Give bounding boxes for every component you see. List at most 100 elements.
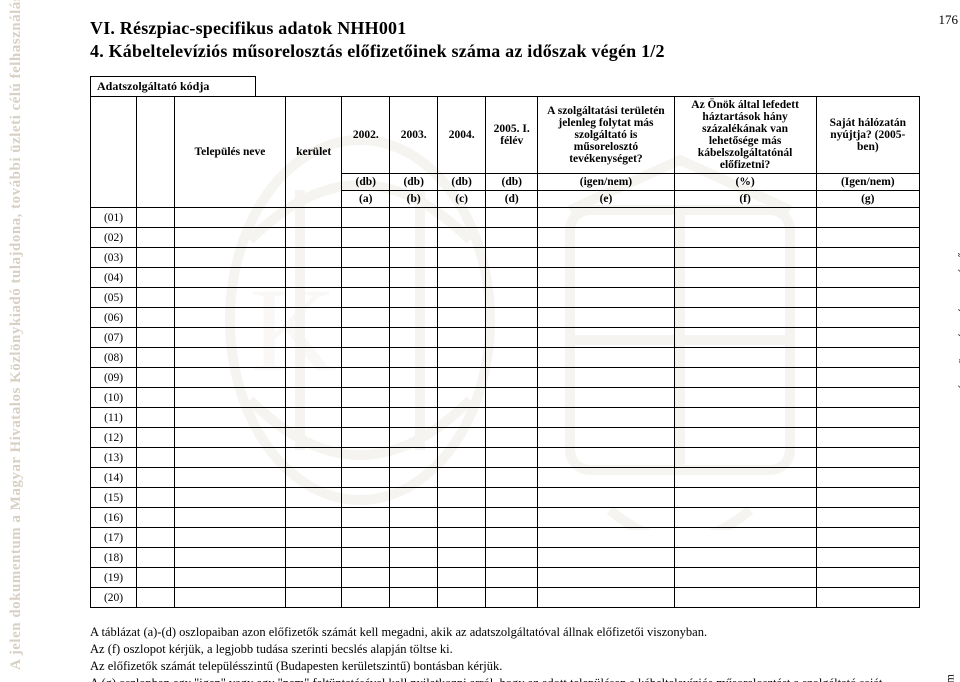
data-cell xyxy=(538,468,674,488)
data-cell xyxy=(174,428,285,448)
data-cell xyxy=(438,388,486,408)
data-cell xyxy=(438,548,486,568)
page-number: 176 xyxy=(939,12,959,28)
data-cell xyxy=(816,348,919,368)
data-cell xyxy=(438,228,486,248)
row-number-cell: (14) xyxy=(91,468,137,488)
data-cell xyxy=(342,328,390,348)
data-cell xyxy=(674,448,816,468)
data-cell xyxy=(286,528,342,548)
data-cell xyxy=(174,488,285,508)
data-cell xyxy=(286,268,342,288)
data-cell xyxy=(816,468,919,488)
data-cell xyxy=(538,288,674,308)
data-cell xyxy=(438,268,486,288)
note-1: A táblázat (a)-(d) oszlopaiban azon előf… xyxy=(90,624,920,641)
data-cell xyxy=(286,408,342,428)
table-row: (01) xyxy=(91,208,920,228)
let-d: (d) xyxy=(486,191,538,208)
data-cell xyxy=(486,408,538,428)
data-cell xyxy=(674,228,816,248)
data-cell xyxy=(286,208,342,228)
table-row: (18) xyxy=(91,548,920,568)
data-cell xyxy=(342,548,390,568)
data-cell xyxy=(174,568,285,588)
row-number-cell: (11) xyxy=(91,408,137,428)
data-cell xyxy=(538,208,674,228)
data-cell xyxy=(390,468,438,488)
let-f: (f) xyxy=(674,191,816,208)
data-cell xyxy=(538,408,674,428)
data-cell xyxy=(674,488,816,508)
data-cell xyxy=(816,208,919,228)
data-cell xyxy=(816,588,919,608)
th-col-g: Saját hálózatán nyújtja? (2005-ben) xyxy=(816,97,919,174)
data-cell xyxy=(137,448,175,468)
data-cell xyxy=(674,248,816,268)
row-number-cell: (19) xyxy=(91,568,137,588)
th-2003: 2003. xyxy=(390,97,438,174)
data-cell xyxy=(486,328,538,348)
data-cell xyxy=(137,248,175,268)
data-cell xyxy=(390,228,438,248)
data-cell xyxy=(137,268,175,288)
data-cell xyxy=(390,528,438,548)
data-cell xyxy=(674,528,816,548)
data-cell xyxy=(286,448,342,468)
data-cell xyxy=(538,308,674,328)
data-cell xyxy=(137,368,175,388)
row-number-cell: (13) xyxy=(91,448,137,468)
table-row: (09) xyxy=(91,368,920,388)
data-cell xyxy=(174,228,285,248)
data-cell xyxy=(538,228,674,248)
data-cell xyxy=(486,348,538,368)
data-cell xyxy=(174,348,285,368)
data-cell xyxy=(342,568,390,588)
data-cell xyxy=(342,388,390,408)
table-row: (14) xyxy=(91,468,920,488)
data-cell xyxy=(674,468,816,488)
data-cell xyxy=(538,368,674,388)
side-issue-right: 5. szám xyxy=(943,674,958,682)
th-col-f: Az Önök által lefedett háztartások hány … xyxy=(674,97,816,174)
data-cell xyxy=(674,568,816,588)
data-cell xyxy=(538,388,674,408)
data-cell xyxy=(342,468,390,488)
unit-2002: (db) xyxy=(342,174,390,191)
heading-2: 4. Kábeltelevíziós műsorelosztás előfize… xyxy=(90,41,920,62)
data-cell xyxy=(342,508,390,528)
data-cell xyxy=(137,428,175,448)
data-cell xyxy=(174,328,285,348)
watermark-text: A jelen dokumentum a Magyar Hivatalos Kö… xyxy=(8,0,25,670)
data-cell xyxy=(816,288,919,308)
data-cell xyxy=(390,388,438,408)
data-cell xyxy=(137,348,175,368)
table-row: (15) xyxy=(91,488,920,508)
data-cell xyxy=(486,588,538,608)
data-cell xyxy=(538,588,674,608)
row-number-cell: (07) xyxy=(91,328,137,348)
data-cell xyxy=(438,488,486,508)
data-cell xyxy=(174,268,285,288)
data-cell xyxy=(390,548,438,568)
data-cell xyxy=(342,308,390,328)
table-row: (11) xyxy=(91,408,920,428)
data-cell xyxy=(816,548,919,568)
data-cell xyxy=(674,308,816,328)
let-a: (a) xyxy=(342,191,390,208)
data-cell xyxy=(286,248,342,268)
data-cell xyxy=(486,568,538,588)
row-number-cell: (02) xyxy=(91,228,137,248)
unit-e: (igen/nem) xyxy=(538,174,674,191)
data-cell xyxy=(486,288,538,308)
data-cell xyxy=(137,528,175,548)
data-cell xyxy=(286,308,342,328)
data-cell xyxy=(486,228,538,248)
data-cell xyxy=(674,268,816,288)
th-2002: 2002. xyxy=(342,97,390,174)
data-cell xyxy=(674,368,816,388)
data-cell xyxy=(286,288,342,308)
page-root: A jelen dokumentum a Magyar Hivatalos Kö… xyxy=(0,0,960,682)
data-cell xyxy=(486,268,538,288)
let-g: (g) xyxy=(816,191,919,208)
